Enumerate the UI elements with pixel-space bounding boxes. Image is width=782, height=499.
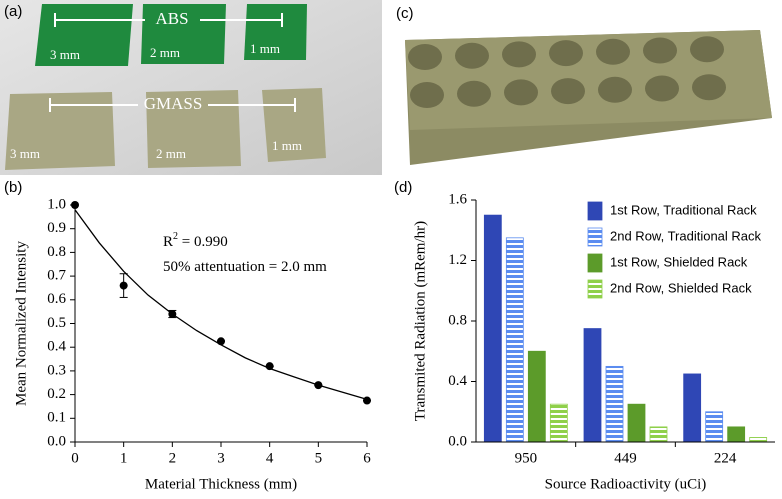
gmass-label: 2 mm <box>156 146 186 161</box>
bar <box>627 403 646 443</box>
y-tick-label: 0.2 <box>47 386 66 402</box>
point <box>119 281 128 290</box>
y-tick-label: 0.8 <box>448 312 467 328</box>
hole <box>645 75 679 102</box>
bar <box>527 350 546 443</box>
point <box>71 201 79 209</box>
y-tick-label: 0.4 <box>448 373 467 389</box>
bar <box>583 328 602 443</box>
rack-holes <box>408 36 726 108</box>
hole <box>504 79 538 106</box>
hole <box>690 36 724 63</box>
legend-swatch <box>587 227 603 247</box>
y-tick-label: 0.0 <box>47 433 66 449</box>
y-tick-label: 0.4 <box>47 339 66 355</box>
scale-lines <box>49 13 296 112</box>
x-tick-label: 449 <box>614 450 637 466</box>
rack-top <box>405 30 772 130</box>
panel-label: (d) <box>394 179 412 196</box>
bar <box>727 426 746 443</box>
annotation: 50% attentuation = 2.0 mm <box>163 259 327 275</box>
panel-label: (c) <box>396 5 414 22</box>
y-tick-label: 0.1 <box>47 410 66 426</box>
hole <box>549 40 583 67</box>
abs-label: 2 mm <box>150 45 180 60</box>
abs-label: 3 mm <box>50 47 80 62</box>
hole <box>643 37 677 64</box>
annotation-text: R <box>163 234 173 250</box>
legend-label: 2nd Row, Shielded Rack <box>610 280 752 295</box>
legend-swatch <box>587 279 603 299</box>
y-tick-label: 1.2 <box>448 252 467 268</box>
hole <box>457 80 491 107</box>
gmass-sample <box>5 92 115 170</box>
x-tick-label: 224 <box>714 450 737 466</box>
x-tick-label: 6 <box>363 450 371 466</box>
bar <box>683 373 702 443</box>
legend-label: 1st Row, Traditional Rack <box>610 202 757 217</box>
x-tick-label: 4 <box>266 450 274 466</box>
gmass-sample <box>146 90 241 168</box>
annotation-text: 50% attentuation = 2.0 mm <box>163 259 327 275</box>
hole <box>408 44 442 70</box>
x-tick-label: 5 <box>315 450 323 466</box>
y-axis-title: Mean Normalized Intensity <box>13 241 29 406</box>
bar <box>549 403 568 443</box>
hole <box>551 78 585 105</box>
fit-curve <box>74 209 368 400</box>
panel-label: (b) <box>4 179 22 196</box>
y-tick-label: 1.0 <box>47 196 66 212</box>
y-tick-label: 0.0 <box>448 433 467 449</box>
bar <box>605 365 624 443</box>
y-tick-label: 0.7 <box>47 268 66 284</box>
legend-label: 2nd Row, Traditional Rack <box>610 228 762 243</box>
photo-c: (c) <box>390 0 782 175</box>
hole <box>502 41 536 68</box>
y-tick-label: 0.3 <box>47 362 66 378</box>
bar <box>649 426 668 443</box>
annotation: R2 = 0.990 <box>163 231 228 250</box>
legend-swatch <box>587 253 603 273</box>
abs-label: 1 mm <box>250 41 280 56</box>
abs-title: ABS <box>155 9 188 28</box>
bar <box>705 411 724 443</box>
x-tick-label: 950 <box>515 450 538 466</box>
gmass-label: 3 mm <box>10 146 40 161</box>
x-tick-label: 0 <box>71 450 79 466</box>
x-axis-title: Material Thickness (mm) <box>145 476 297 492</box>
photo-a: ABS 3 mm 2 mm 1 mm GMASS 3 mm 2 mm 1 mm … <box>0 0 382 175</box>
panel-label: (a) <box>4 3 22 20</box>
y-axis-title: Transmited Radiation (mRem/hr) <box>412 221 428 421</box>
bar <box>749 437 768 443</box>
abs-sample <box>244 4 307 60</box>
hole <box>455 42 489 69</box>
hole <box>596 38 630 65</box>
bar <box>483 214 502 443</box>
y-tick-label: 0.8 <box>47 244 66 260</box>
legend-swatch <box>587 201 603 221</box>
hole <box>410 82 444 108</box>
y-tick-label: 0.9 <box>47 220 66 236</box>
annotation-text: = 0.990 <box>178 234 228 250</box>
hole <box>692 74 726 101</box>
x-tick-label: 3 <box>217 450 225 466</box>
point <box>363 396 371 405</box>
gmass-title: GMASS <box>144 94 203 113</box>
point <box>217 337 225 346</box>
y-tick-label: 0.5 <box>47 315 66 331</box>
bar <box>505 237 524 443</box>
x-tick-label: 2 <box>169 450 177 466</box>
y-tick-label: 1.6 <box>448 191 467 207</box>
gmass-label: 1 mm <box>272 138 302 153</box>
y-tick-label: 0.6 <box>47 291 66 307</box>
legend-label: 1st Row, Shielded Rack <box>610 254 748 269</box>
x-tick-label: 1 <box>120 450 128 466</box>
hole <box>598 76 632 103</box>
x-axis-title: Source Radioactivity (uCi) <box>545 476 707 492</box>
gmass-sample <box>262 88 326 162</box>
annotation-sup: 2 <box>173 231 178 242</box>
